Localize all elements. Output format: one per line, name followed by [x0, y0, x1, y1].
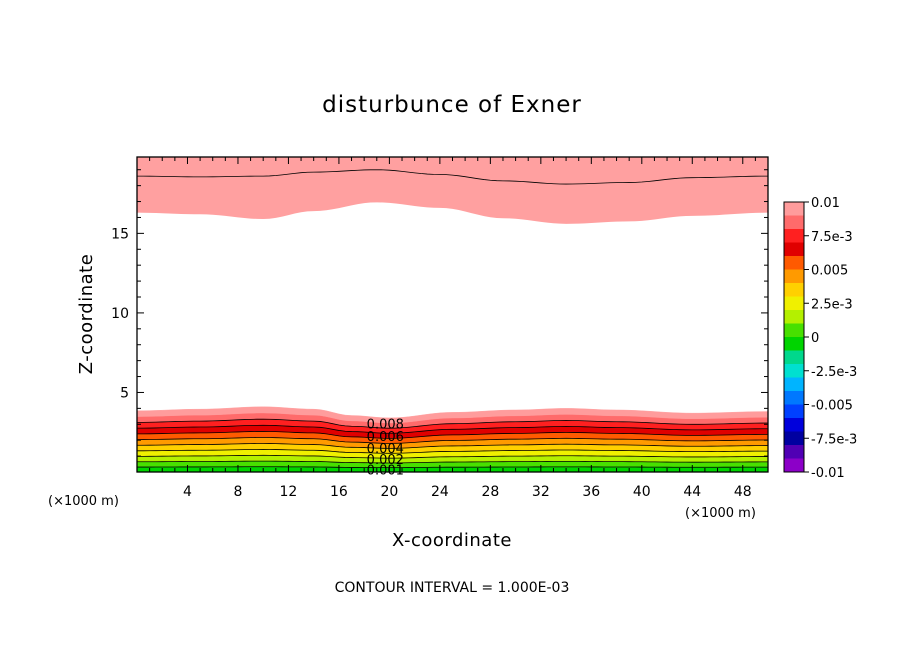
- contour-label: 0.002: [367, 453, 404, 468]
- x-tick-label: 40: [633, 484, 651, 500]
- colorbar-swatch: [784, 418, 804, 432]
- colorbar-swatch: [784, 242, 804, 257]
- contour-label: 0.004: [367, 442, 404, 457]
- lower-contour-line-1: [137, 466, 768, 469]
- colorbar-swatch: [784, 256, 804, 270]
- lower-contour-line-4: [136, 449, 769, 454]
- lower-contour-line-3: [136, 454, 769, 459]
- x-axis-label: X-coordinate: [392, 530, 512, 551]
- colorbar: 0.01 7.5e-3 0.005 2.5e-3 0 -2.5e-3 -0.005 -7.5e…: [783, 196, 857, 481]
- y-tick-label: 5: [120, 385, 129, 401]
- colorbar-swatch: [784, 229, 804, 243]
- x-tick-label: 48: [734, 484, 752, 500]
- x-tick-label: 32: [532, 484, 550, 500]
- colorbar-swatch: [784, 202, 804, 216]
- x-unit-label-left: (×1000 m): [48, 494, 119, 509]
- colorbar-swatch: [784, 296, 804, 311]
- x-tick-label: 12: [280, 484, 298, 500]
- colorbar-swatch: [784, 391, 804, 405]
- colorbar-swatch: [784, 404, 804, 419]
- lower-contour-line-8: [136, 424, 769, 434]
- colorbar-tick-label: -7.5e-3: [811, 432, 857, 447]
- lower-contour-line-9: [136, 418, 769, 429]
- contour-label: 0.001: [367, 463, 404, 478]
- contour-label: 0.008: [367, 417, 404, 432]
- y-axis-label: Z-coordinate: [76, 254, 97, 375]
- colorbar-tick-label: -2.5e-3: [811, 365, 857, 380]
- y-tick-label: 10: [111, 306, 129, 322]
- contour-fills: [136, 157, 769, 473]
- colorbar-tick-label: -0.005: [811, 399, 853, 414]
- colorbar-tick-label: 2.5e-3: [811, 297, 853, 312]
- x-tick-label: 36: [582, 484, 600, 500]
- contour-lines: [136, 169, 769, 469]
- x-tick-label: 44: [683, 484, 701, 500]
- colorbar-swatch: [784, 215, 804, 230]
- x-tick-label: 20: [380, 484, 398, 500]
- chart-title: disturbunce of Exner: [322, 92, 582, 118]
- contour-label: 0.006: [367, 430, 404, 445]
- colorbar-swatch: [784, 269, 804, 284]
- upper-contour-line-1: [136, 169, 769, 185]
- colorbar-swatch: [784, 337, 804, 351]
- lower-contour-line-2: [137, 460, 768, 464]
- x-tick-label: 16: [330, 484, 348, 500]
- contour-interval-note: CONTOUR INTERVAL = 1.000E-03: [335, 580, 570, 596]
- x-axis-ticks: 4 8 12 16 20 24 28 32 36 40 44 48: [149, 157, 769, 500]
- colorbar-swatch: [784, 310, 804, 324]
- x-unit-label-right: (×1000 m): [685, 506, 756, 521]
- x-tick-label: 24: [431, 484, 449, 500]
- colorbar-swatch: [784, 323, 804, 338]
- y-tick-label: 15: [111, 226, 129, 242]
- colorbar-tick-label: 0.005: [811, 264, 848, 279]
- colorbar-tick-label: 0.01: [811, 196, 840, 211]
- y-axis-ticks: 5 10 15: [111, 169, 768, 457]
- lower-contour-line-5: [136, 443, 769, 449]
- upper-band-3: [137, 157, 768, 224]
- colorbar-swatch: [784, 350, 804, 365]
- colorbar-swatch: [784, 364, 804, 378]
- lower-contour-line-7: [136, 431, 769, 439]
- colorbar-swatch: [784, 377, 804, 392]
- x-tick-label: 4: [183, 484, 192, 500]
- colorbar-swatch: [784, 458, 804, 473]
- x-tick-label: 28: [481, 484, 499, 500]
- colorbar-swatch: [784, 445, 804, 459]
- colorbar-swatch: [784, 431, 804, 446]
- x-tick-label: 8: [233, 484, 242, 500]
- colorbar-tick-label: 7.5e-3: [811, 230, 853, 245]
- colorbar-swatch: [784, 283, 804, 297]
- colorbar-tick-label: 0: [811, 331, 819, 346]
- colorbar-tick-label: -0.01: [811, 466, 845, 481]
- lower-contour-line-6: [136, 437, 769, 444]
